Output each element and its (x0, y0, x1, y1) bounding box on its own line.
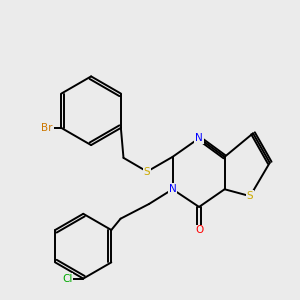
Text: N: N (195, 133, 203, 143)
Text: Br: Br (41, 123, 53, 133)
Text: Cl: Cl (62, 274, 72, 284)
Text: S: S (247, 191, 253, 201)
Text: S: S (144, 167, 150, 177)
Text: N: N (169, 184, 176, 194)
Text: O: O (195, 226, 203, 236)
